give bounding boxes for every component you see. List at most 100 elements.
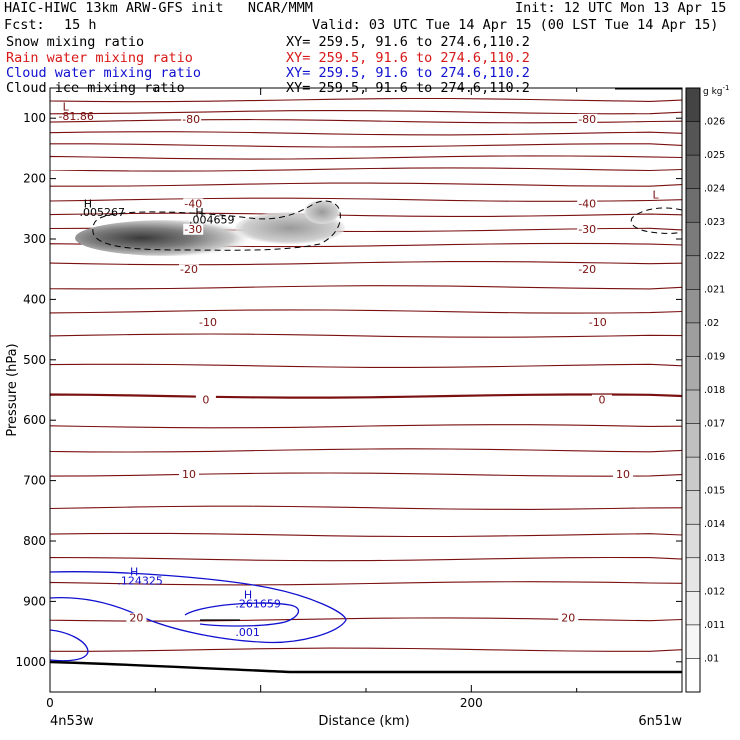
isotherm-label: -80 [182, 113, 200, 126]
init-time: Init: 12 UTC Mon 13 Apr 15 [515, 0, 727, 16]
cloud-water-contour-left [50, 629, 89, 662]
colorbar-label: .01 [704, 653, 719, 664]
x-tick-label: 0 [46, 696, 54, 710]
colorbar-label: .022 [704, 251, 725, 262]
y-tick-label: 700 [23, 474, 46, 488]
temperature-contours [50, 97, 682, 652]
isotherm-label-bg [613, 468, 634, 480]
isotherm-line [50, 556, 682, 562]
isotherm-line [50, 363, 682, 368]
colorbar-label: .017 [704, 419, 725, 430]
isotherm-line [50, 424, 682, 429]
colorbar-swatch [686, 457, 700, 492]
isotherm-label: -10 [589, 316, 607, 329]
field-name-cloud-water: Cloud water mixing ratio [6, 65, 202, 81]
cloud-water-label: .001 [235, 626, 259, 639]
colorbar-swatch [686, 289, 700, 324]
isotherm-line [50, 167, 682, 172]
isotherm-label: 0 [598, 394, 605, 407]
isotherm-label-bg [181, 113, 202, 125]
colorbar-label: .012 [704, 586, 725, 597]
isotherm-label-bg [577, 223, 598, 235]
isotherm-label-bg [179, 264, 200, 276]
isotherm-line [50, 532, 682, 538]
colorbar-label: .014 [704, 519, 725, 530]
colorbar-label: .025 [704, 150, 725, 161]
isotherm-label-bg [577, 198, 598, 210]
colorbar: .026 .025 .024 .023 .022 .021 .02 .019 .018 .017.… [685, 87, 725, 693]
isotherm-line [50, 119, 682, 124]
isotherm-label: 20 [561, 612, 575, 625]
isotherm-label: -20 [578, 263, 596, 276]
snow-extremum-label: .005267 [79, 206, 125, 219]
isotherm-line [50, 155, 682, 160]
field-xy-rain: XY= 259.5, 91.6 to 274.6,110.2 [286, 50, 530, 66]
forecast-hours: 15 h [64, 17, 97, 33]
isotherm-label-bg [198, 316, 218, 328]
forecast-label: Fcst: [4, 17, 45, 33]
isotherm-label: 20 [129, 612, 143, 625]
isotherm-line [50, 285, 682, 290]
colorbar-swatch [686, 322, 700, 357]
colorbar-label: .015 [704, 486, 725, 497]
isotherm-line [50, 448, 682, 453]
y-tick-label: 1000 [15, 655, 46, 669]
valid-time: Valid: 03 UTC Tue 14 Apr 15 (00 LST Tue … [312, 17, 719, 33]
isotherm-label-bg [183, 198, 204, 210]
y-tick-label: 900 [23, 594, 46, 608]
isotherm-label: -40 [184, 197, 202, 210]
colorbar-swatch [686, 88, 700, 123]
snow-extremum-label: H [84, 198, 92, 211]
field-xy-snow: XY= 259.5, 91.6 to 274.6,110.2 [286, 34, 530, 50]
isotherm-label-bg [591, 394, 612, 406]
cloud-ice-label: -81.86 [58, 110, 93, 123]
colorbar-swatch [686, 222, 700, 257]
colorbar-swatch [686, 155, 700, 190]
colorbar-swatch [686, 255, 700, 290]
isotherm-line [50, 309, 682, 314]
terrain-surface-line [50, 660, 682, 674]
colorbar-swatch [686, 658, 700, 693]
isotherm-line [50, 647, 682, 652]
y-axis-label: Pressure (hPa) [5, 343, 20, 436]
contour-labels: -80 -80 -40 -40 -30 -30 -20 -20 -10 -10 0 0 10 10 20 20… [58, 100, 659, 638]
colorbar-label: .026 [704, 117, 725, 128]
x-tick-label: 200 [460, 696, 483, 710]
isotherm-label: 10 [182, 468, 196, 481]
colorbar-swatch [686, 188, 700, 223]
colorbar-label: .013 [704, 553, 725, 564]
cloud-water-label: H [244, 588, 252, 601]
colorbar-unit: g kg-1 [703, 84, 729, 97]
colorbar-label: .016 [704, 452, 725, 463]
colorbar-label: .011 [704, 620, 725, 631]
isotherm-line [50, 110, 682, 115]
x-axis: 0 200 [46, 88, 683, 710]
field-name-snow: Snow mixing ratio [6, 34, 145, 50]
isotherm-line [50, 261, 682, 266]
snow-field [75, 200, 682, 256]
cloud-ice-label: L [653, 189, 660, 202]
isotherm-label: -20 [180, 263, 198, 276]
cloud-water-label: H [130, 565, 138, 578]
isotherm-label-bg [587, 316, 608, 328]
cloud-ice-contour-right [630, 207, 682, 234]
isotherm-line [50, 197, 682, 202]
isotherm-label-bg [577, 113, 598, 125]
isotherm-label-bg [558, 612, 579, 624]
cloud-ice-contour [92, 200, 341, 251]
field-xy-cloud-water: XY= 259.5, 91.6 to 274.6,110.2 [286, 65, 530, 81]
isotherm-line [50, 212, 682, 217]
isotherm-line [50, 505, 682, 510]
colorbar-swatch [686, 490, 700, 525]
cloud-water-contour-outer [50, 571, 347, 644]
y-tick-label: 500 [23, 353, 46, 367]
isotherm-line [50, 182, 682, 187]
isotherm-label: 10 [616, 468, 630, 481]
colorbar-swatch [686, 356, 700, 391]
plot-title: HAIC-HIWC 13km ARW-GFS init NCAR/MMM [4, 0, 313, 16]
y-tick-label: 300 [23, 232, 46, 246]
plot-frame [49, 87, 683, 693]
isotherm-label: -40 [578, 197, 596, 210]
